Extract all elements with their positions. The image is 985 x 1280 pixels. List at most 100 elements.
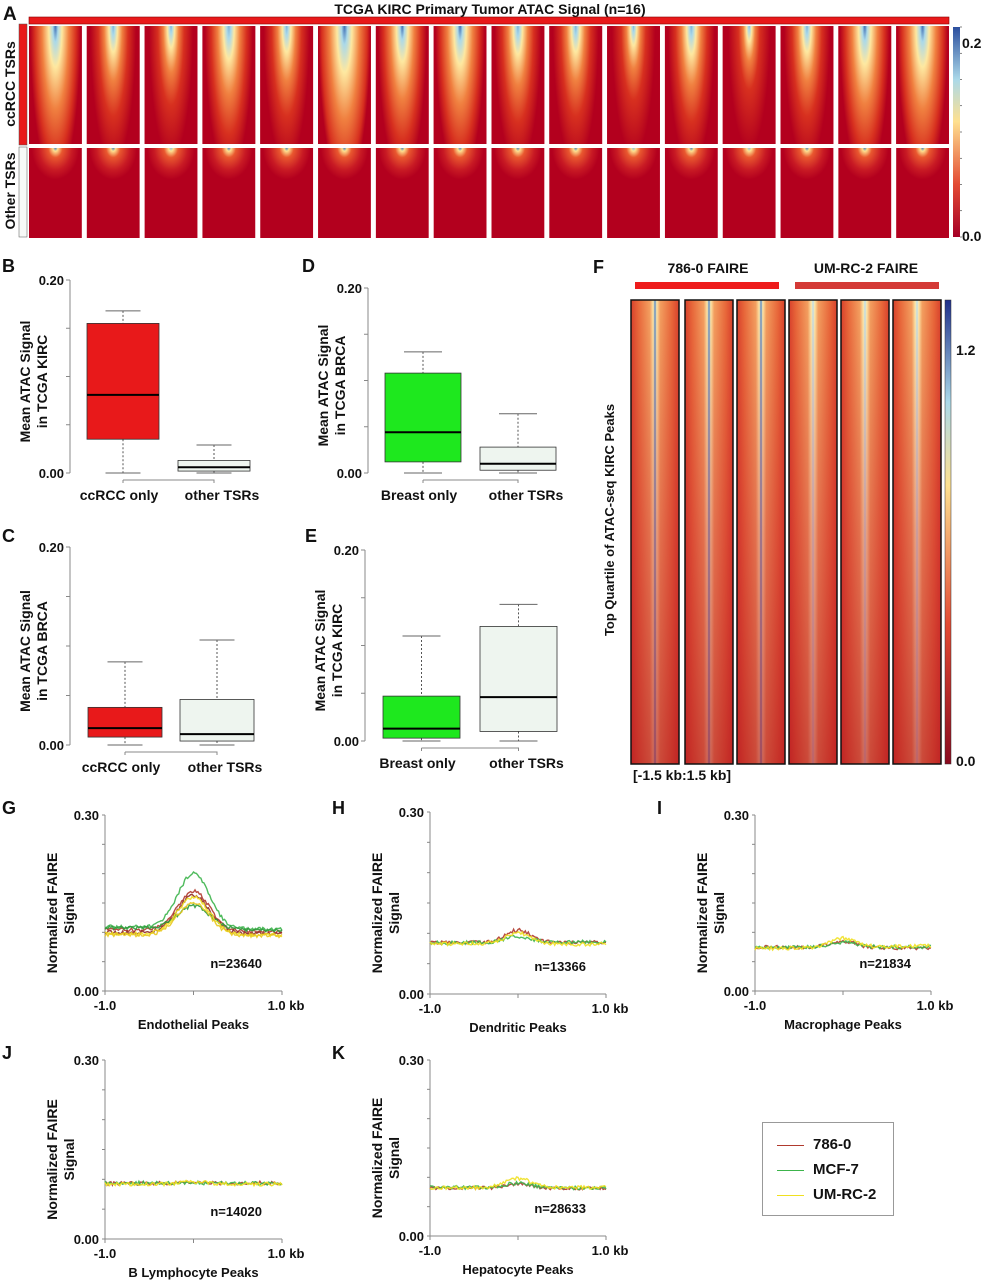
box-plot-b: B 0.20 0.00 Mean ATAC Signalin TCGA KIRC ccR…	[2, 256, 260, 503]
series-line-mcf-7	[105, 871, 283, 932]
series-line-786-0	[104, 893, 283, 937]
box-other-tsrs: other TSRs	[479, 603, 564, 771]
x-tick-label-right: 1.0 kb	[917, 998, 954, 1013]
series-line-um-rc-2	[429, 1176, 607, 1191]
y-axis-label-line2: Signal	[711, 892, 727, 934]
legend-label-786: 786-0	[813, 1136, 852, 1153]
y-axis-label-line1: Mean ATAC Signal	[312, 590, 328, 712]
y-tick-label-min: 0.00	[337, 466, 362, 481]
heatmap-a-ccrcc-sample-10	[549, 26, 603, 144]
other-tsrs-row-bar	[18, 146, 28, 238]
panel-f-ylabel: Top Quartile of ATAC-seq KIRC Peaks	[602, 404, 617, 636]
panel-letter-b: B	[2, 256, 15, 276]
y-axis-label: Normalized FAIRESignal	[44, 853, 77, 974]
heatmap-a-ccrcc-sample-16	[896, 26, 949, 144]
box-plot-e: E 0.20 0.00 Mean ATAC Signalin TCGA KIRC Bre…	[305, 526, 564, 771]
series-line-mcf-7	[104, 903, 283, 933]
panel-a-title: TCGA KIRC Primary Tumor ATAC Signal (n=1…	[334, 1, 645, 17]
heatmap-a-ccrcc-sample-8	[433, 26, 487, 144]
heatmap-f-sample-frame-4	[788, 299, 838, 765]
line-plot-g: G 0.30 0.00-1.0 1.0 kb Endothelial Peaks Norm…	[2, 798, 304, 1032]
panel-a-colorbar-min: 0.0	[962, 228, 982, 244]
x-axis-label: Dendritic Peaks	[469, 1020, 567, 1035]
x-category-label: other TSRs	[489, 487, 564, 503]
x-tick-label-right: 1.0 kb	[592, 1001, 629, 1016]
y-tick-label-min: 0.00	[39, 738, 64, 753]
y-axis-label-line2: Signal	[61, 892, 77, 934]
panel-letter-h: H	[332, 798, 345, 818]
y-tick-label-min: 0.00	[39, 466, 64, 481]
heatmap-a-ccrcc-sample-3	[144, 26, 198, 144]
heatmap-a-other-sample-11	[607, 148, 660, 238]
box-plot-c: C 0.20 0.00 Mean ATAC Signalin TCGA BRCA ccR…	[2, 526, 263, 775]
n-annotation: n=23640	[210, 956, 262, 971]
box-other-tsrs: other TSRs	[177, 444, 260, 503]
legend-label-umrc2: UM-RC-2	[813, 1186, 877, 1203]
y-axis-label-line2: in TCGA KIRC	[329, 604, 345, 698]
x-category-label: ccRCC only	[82, 759, 161, 775]
panel-letter-c: C	[2, 526, 15, 546]
series-line-um-rc-2	[104, 901, 283, 939]
x-category-label: other TSRs	[188, 759, 263, 775]
panel-letter-a: A	[3, 4, 17, 25]
faire-group-bar-786	[635, 282, 779, 289]
y-axis-label-line2: Signal	[386, 1137, 402, 1179]
legend-label-mcf7: MCF-7	[813, 1161, 859, 1178]
heatmap-a-other-sample-8	[433, 148, 487, 238]
y-tick-label-max: 0.20	[39, 273, 64, 288]
x-category-label: other TSRs	[489, 755, 564, 771]
box-iqr	[86, 323, 160, 440]
y-axis-label: Normalized FAIRESignal	[44, 1099, 77, 1220]
y-axis-label-line2: Signal	[61, 1138, 77, 1180]
y-tick-label-max: 0.20	[39, 540, 64, 555]
x-tick-label-left: -1.0	[419, 1243, 441, 1258]
y-tick-label-max: 0.30	[399, 1053, 424, 1068]
panel-letter-k: K	[332, 1043, 345, 1063]
x-category-label: Breast only	[379, 755, 455, 771]
faire-group-label-umrc2: UM-RC-2 FAIRE	[814, 260, 918, 276]
x-axis	[122, 479, 215, 483]
y-tick-label-max: 0.30	[74, 1053, 99, 1068]
y-axis-label-line1: Normalized FAIRE	[694, 853, 710, 974]
x-axis-label: Hepatocyte Peaks	[462, 1262, 573, 1277]
n-annotation: n=14020	[210, 1204, 262, 1219]
panel-letter-d: D	[302, 256, 315, 276]
y-axis-label-line2: in TCGA KIRC	[34, 335, 50, 429]
heatmap-f-sample-frame-5	[840, 299, 890, 765]
y-tick-label-min: 0.00	[74, 1232, 99, 1247]
heatmap-a-other-sample-9	[491, 148, 545, 238]
box-ccrcc-only: ccRCC only	[82, 661, 163, 775]
panel-letter-e: E	[305, 526, 317, 546]
heatmap-a-ccrcc-sample-7	[375, 26, 429, 144]
line-plot-k: K 0.30 0.00-1.0 1.0 kb Hepatocyte Peaks Norma…	[332, 1043, 628, 1277]
x-axis	[421, 747, 519, 751]
y-tick-label-min: 0.00	[399, 1229, 424, 1244]
panel-f-colorbar	[944, 299, 952, 765]
box-iqr	[479, 446, 557, 471]
heatmap-a-other-sample-3	[144, 148, 198, 238]
legend-swatch-umrc2	[777, 1195, 804, 1196]
y-axis-label: Mean ATAC Signalin TCGA KIRC	[17, 321, 50, 443]
x-tick-label-left: -1.0	[94, 998, 116, 1013]
legend-swatch-786	[777, 1145, 804, 1146]
heatmap-a-ccrcc-sample-12	[664, 26, 718, 144]
box-plot-d: D 0.20 0.00 Mean ATAC Signalin TCGA BRCA Bre…	[302, 256, 564, 503]
y-axis-label-line1: Mean ATAC Signal	[17, 590, 33, 712]
y-tick-label-max: 0.20	[337, 281, 362, 296]
x-tick-label-left: -1.0	[94, 1246, 116, 1261]
panel-a-colorbar	[953, 27, 960, 237]
series-line-um-rc-2	[429, 930, 607, 948]
y-tick-label-min: 0.00	[724, 984, 749, 999]
heatmap-a-other-sample-7	[375, 148, 429, 238]
y-tick-label-min: 0.00	[399, 987, 424, 1002]
heatmap-f-sample-frame-3	[736, 299, 786, 765]
heatmap-a-other-sample-14	[780, 148, 834, 238]
heatmap-a-other-sample-15	[838, 148, 892, 238]
y-axis-label: Normalized FAIRESignal	[369, 1098, 402, 1219]
faire-group-bar-umrc2	[795, 282, 939, 289]
ccrcc-tsrs-row-bar	[18, 23, 28, 146]
n-annotation: n=13366	[534, 959, 586, 974]
box-iqr	[87, 706, 163, 738]
